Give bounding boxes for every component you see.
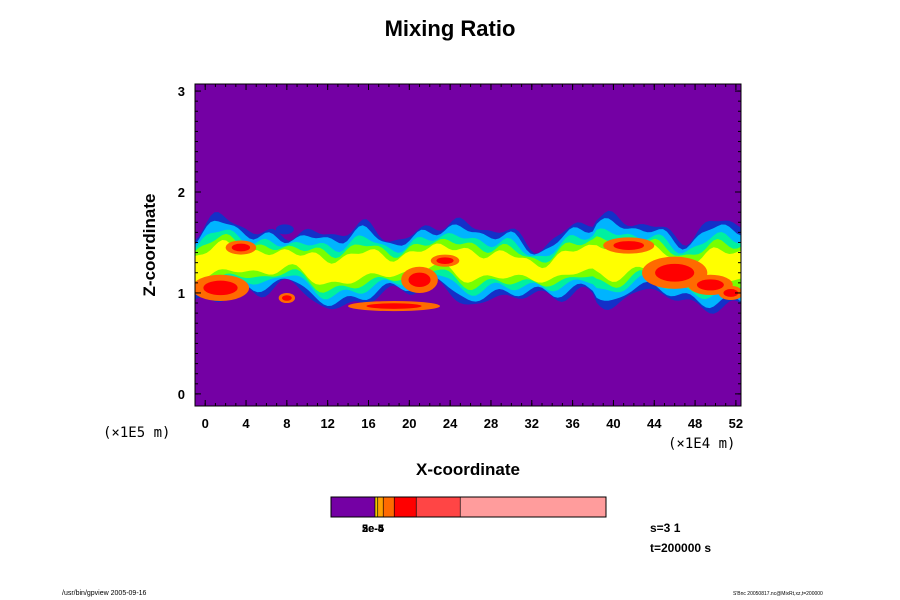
x-tick-label: 44 [647, 416, 662, 431]
x-tick-label: 52 [729, 416, 743, 431]
x-tick-label: 40 [606, 416, 620, 431]
x-tick-label: 12 [320, 416, 334, 431]
x-tick-label: 20 [402, 416, 416, 431]
field-blob-core [655, 263, 695, 282]
field-blob-core [613, 241, 645, 250]
x-tick-label: 0 [202, 416, 209, 431]
footer-left: /usr/bin/gpview 2005-09-16 [62, 590, 147, 597]
plot-frame [194, 83, 742, 407]
y-axis-unit: (×1E5 m) [103, 425, 171, 441]
x-axis-label: X-coordinate [416, 460, 520, 479]
field-blob-core [696, 279, 724, 291]
x-axis-unit: (×1E4 m) [668, 436, 736, 452]
x-tick-label: 16 [361, 416, 375, 431]
x-tick-label: 36 [565, 416, 579, 431]
info-time: t=200000 s [650, 541, 712, 555]
x-tick-label: 8 [283, 416, 290, 431]
y-axis-label: Z-coordinate [140, 193, 159, 297]
y-tick-label: 2 [178, 185, 185, 200]
field-blob-core [281, 295, 292, 301]
x-tick-label: 24 [443, 416, 458, 431]
y-tick-label: 0 [178, 387, 185, 402]
footer-right: S'Bnc 20050817.nc@MixRt,xz,t=200000 [733, 591, 823, 597]
field-blob-core [231, 243, 251, 252]
y-axis: 0 1 2 3 [178, 84, 741, 402]
field-blob-core [408, 272, 431, 288]
chart-title: Mixing Ratio [384, 16, 516, 41]
colorbar-label-1: 2e-5 [362, 523, 385, 535]
y-tick-label: 1 [178, 286, 185, 301]
x-tick-label: 28 [484, 416, 498, 431]
colorbar-label-2: 3e-5 [362, 523, 385, 535]
x-tick-label: 4 [242, 416, 250, 431]
x-tick-label: 48 [688, 416, 702, 431]
y-tick-label: 3 [178, 84, 185, 99]
colorbar-label-3: 5e-4 [362, 523, 385, 535]
field-blob [275, 224, 294, 235]
field-blob-core [436, 257, 454, 264]
x-tick-label: 32 [525, 416, 539, 431]
info-s: s=3 1 [650, 521, 681, 535]
mixing-ratio-field [195, 210, 741, 314]
field-blob-core [723, 289, 739, 297]
field-blob-core [366, 303, 422, 309]
field-blob-core [203, 280, 238, 296]
field-contour-band [195, 240, 741, 286]
x-axis: 0 4 8 12 16 20 24 28 32 36 40 44 48 52 [194, 84, 743, 431]
